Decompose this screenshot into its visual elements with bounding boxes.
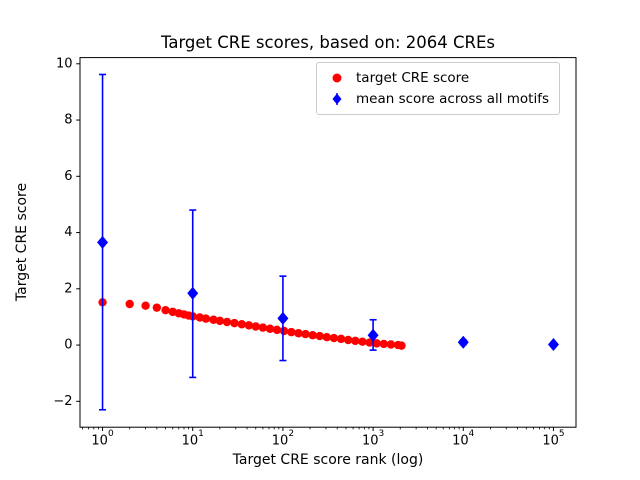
legend-item-mean-score: mean score across all motifs — [325, 91, 549, 107]
target-score-series — [98, 298, 406, 350]
target-score-point — [358, 337, 367, 346]
series-layer — [97, 73, 559, 411]
mean-score-point — [97, 235, 109, 249]
target-score-point — [279, 326, 289, 336]
y-tick-label: 2 — [64, 281, 72, 296]
axes-spines — [79, 57, 577, 428]
y-axis-label: Target CRE score — [14, 182, 30, 302]
y-tick-label: −2 — [53, 394, 72, 409]
target-score-point — [222, 317, 232, 327]
target-score-point — [315, 331, 324, 341]
target-score-point — [201, 314, 211, 323]
target-score-point — [397, 341, 406, 350]
red-circle-icon — [325, 70, 349, 86]
y-tick-label: 8 — [64, 113, 72, 128]
y-tick-label: 10 — [56, 56, 73, 71]
axes: 100 101 102 103 104 105 −2 0 2 4 6 8 10 — [53, 56, 564, 448]
target-score-point — [329, 333, 339, 343]
y-tick-label: 0 — [64, 338, 72, 353]
target-score-point — [161, 305, 170, 315]
target-score-point — [365, 338, 374, 347]
target-score-point — [209, 315, 218, 324]
mean-score-point — [367, 328, 379, 342]
target-score-point — [344, 335, 353, 345]
target-score-point — [215, 316, 225, 326]
legend-label-target-score: target CRE score — [356, 70, 470, 86]
target-score-point — [379, 339, 389, 349]
chart-title: Target CRE scores, based on: 2064 CREs — [160, 33, 496, 52]
x-tick-label: 101 — [182, 429, 204, 449]
blue-diamond-icon — [325, 91, 349, 107]
mean-score-point — [547, 338, 559, 352]
target-score-point — [265, 324, 275, 333]
target-score-point — [244, 321, 254, 330]
x-tick-label: 104 — [452, 429, 475, 449]
legend-item-target-score: target CRE score — [325, 70, 549, 86]
x-tick-label: 103 — [362, 429, 384, 449]
target-score-point — [287, 327, 296, 337]
y-tick-label: 4 — [64, 225, 72, 240]
target-score-point — [351, 336, 360, 346]
target-score-point — [230, 318, 239, 328]
target-score-point — [125, 299, 134, 309]
target-score-point — [322, 332, 332, 342]
x-tick-label: 105 — [542, 429, 564, 449]
x-tick-label: 102 — [272, 429, 294, 449]
target-score-point — [152, 303, 162, 312]
legend: target CRE score mean score across all m… — [316, 62, 561, 115]
target-score-point — [141, 301, 150, 310]
target-score-point — [308, 331, 317, 340]
x-tick-label: 100 — [91, 429, 114, 449]
target-score-point — [336, 334, 346, 344]
mean-score-series — [97, 73, 559, 411]
target-score-point — [301, 329, 310, 339]
target-score-point — [294, 329, 303, 338]
target-score-point — [372, 339, 381, 348]
mean-score-point — [457, 335, 469, 349]
legend-label-mean-score: mean score across all motifs — [356, 91, 550, 107]
target-score-point — [237, 320, 246, 329]
mean-score-point — [277, 311, 289, 325]
target-score-point — [386, 340, 396, 349]
x-axis-label: Target CRE score rank (log) — [232, 452, 424, 468]
target-score-point — [258, 323, 268, 332]
target-score-point — [272, 325, 282, 335]
target-score-point — [251, 322, 260, 331]
y-tick-label: 6 — [64, 169, 72, 184]
mean-score-point — [187, 286, 199, 300]
